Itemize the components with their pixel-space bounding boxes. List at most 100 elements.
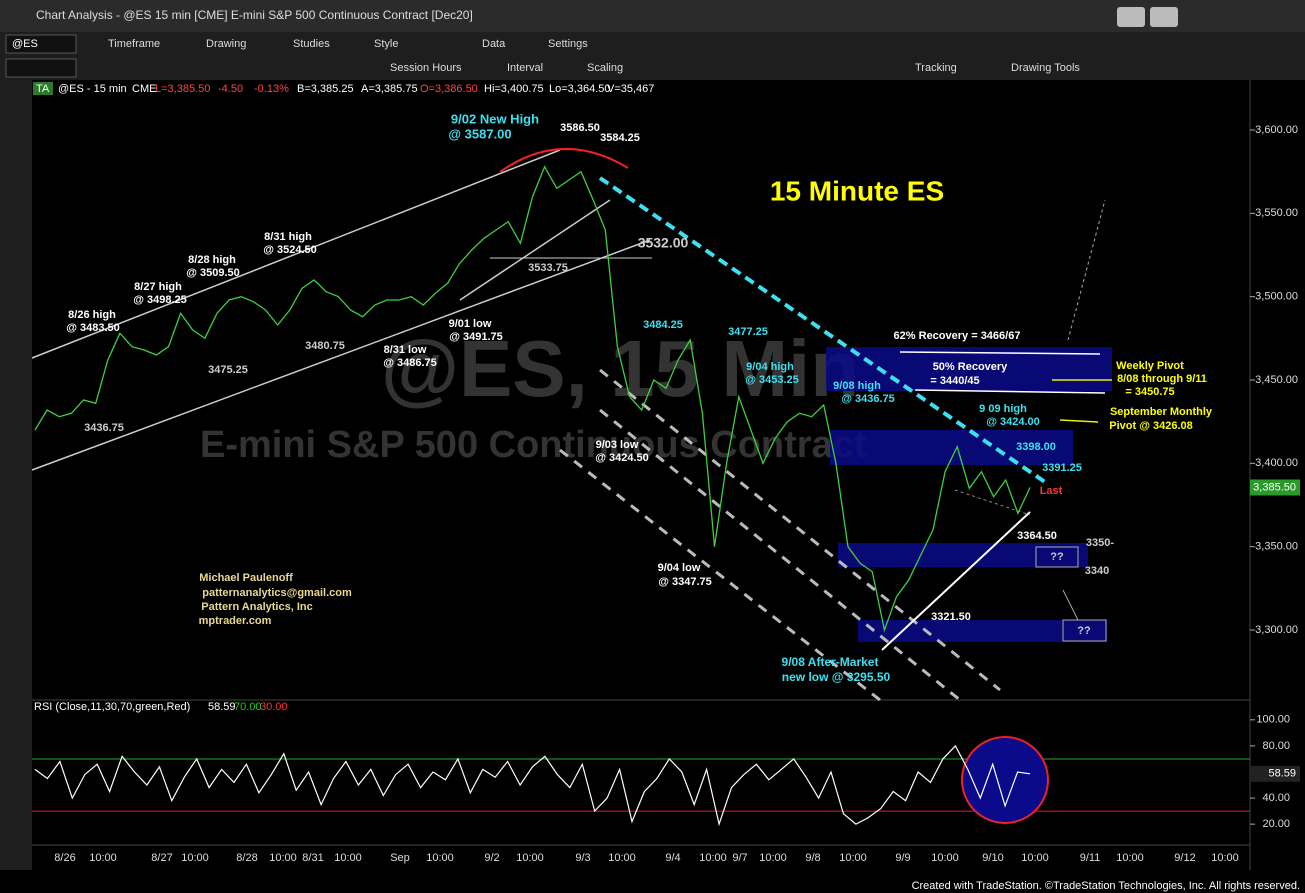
y-tick-label: 3,450.00 xyxy=(1255,374,1298,386)
menu-item[interactable]: Drawing xyxy=(206,38,246,50)
x-tick-label: 9/11 xyxy=(1080,852,1101,864)
status-field: B=3,385.25 xyxy=(297,83,354,95)
menu-item[interactable]: Data xyxy=(482,38,506,50)
annotation: @ 3486.75 xyxy=(383,357,437,369)
annotation: September Monthly xyxy=(1110,406,1213,418)
input-box[interactable] xyxy=(5,58,77,78)
x-tick-label: 9/7 xyxy=(732,852,747,864)
watermark: @ES, 15 Min xyxy=(381,324,859,413)
x-tick-label: 10:00 xyxy=(89,852,117,864)
x-tick-label: 8/26 xyxy=(54,852,75,864)
drawing xyxy=(899,351,1101,355)
y-tick-label: 20.00 xyxy=(1262,818,1290,830)
drawing xyxy=(914,389,1106,394)
drawing xyxy=(459,199,611,301)
tool-strip xyxy=(0,80,32,870)
rsi-header-value: 58.59 xyxy=(208,701,236,713)
watermark: E-mini S&P 500 Continuous Contract xyxy=(200,424,867,466)
annotation: 3586.50 xyxy=(560,122,600,134)
menu-item[interactable]: Session Hours xyxy=(390,62,462,74)
last-price-label: 3,385.50 xyxy=(1253,481,1296,493)
x-tick-label: 10:00 xyxy=(1116,852,1144,864)
x-tick-label: 10:00 xyxy=(759,852,787,864)
menu-item[interactable]: Tracking xyxy=(915,62,957,74)
y-tick-label: 100.00 xyxy=(1256,714,1290,726)
button[interactable] xyxy=(1150,7,1178,27)
annotation: mptrader.com xyxy=(199,615,272,627)
menu-item[interactable]: Scaling xyxy=(587,62,623,74)
menu-item[interactable]: Drawing Tools xyxy=(1011,62,1080,74)
annotation: 62% Recovery = 3466/67 xyxy=(894,330,1021,342)
x-tick-label: 10:00 xyxy=(334,852,362,864)
drawing xyxy=(881,511,1031,651)
x-tick-label: 9/2 xyxy=(484,852,499,864)
annotation: 3475.25 xyxy=(208,364,248,376)
menu-item[interactable]: Style xyxy=(374,38,398,50)
y-tick-label: 40.00 xyxy=(1262,792,1290,804)
y-tick-label: 3,400.00 xyxy=(1255,457,1298,469)
button[interactable] xyxy=(1117,7,1145,27)
rsi-line xyxy=(34,744,1031,827)
x-tick-label: 10:00 xyxy=(1021,852,1049,864)
symbol-box[interactable] xyxy=(5,34,77,54)
annotation: 8/28 high xyxy=(188,254,236,266)
drawing xyxy=(31,239,651,471)
annotation: @ 3424.00 xyxy=(986,416,1040,428)
annotation: @ 3587.00 xyxy=(448,126,511,141)
drawing xyxy=(1062,589,1079,621)
menu-item[interactable]: Studies xyxy=(293,38,330,50)
y-tick-label: 3,300.00 xyxy=(1255,624,1298,636)
x-tick-label: 9/8 xyxy=(805,852,820,864)
annotation: @ 3453.25 xyxy=(745,374,799,386)
menu-item[interactable]: Settings xyxy=(548,38,588,50)
annotation: new low @ 3295.50 xyxy=(782,670,891,684)
zone-box xyxy=(858,620,1107,642)
status-field: V=35,467 xyxy=(607,83,654,95)
annotation: ?? xyxy=(1050,551,1064,563)
drawing xyxy=(598,176,1047,484)
status-field: Hi=3,400.75 xyxy=(484,83,544,95)
annotation: 3533.75 xyxy=(528,262,568,274)
menu-item[interactable]: Timeframe xyxy=(108,38,160,50)
x-tick-label: 10:00 xyxy=(839,852,867,864)
annotation: 3584.25 xyxy=(600,132,640,144)
annotation: 3398.00 xyxy=(1016,441,1056,453)
annotation: Weekly Pivot xyxy=(1116,360,1184,372)
symbol-input[interactable]: @ES xyxy=(12,38,38,50)
tag xyxy=(33,82,53,95)
last-rsi-box xyxy=(1250,765,1300,782)
annotation: @ 3424.50 xyxy=(595,452,649,464)
chart-title: 15 Minute ES xyxy=(770,175,944,206)
annotation: patternanalytics@gmail.com xyxy=(202,587,352,599)
x-tick-label: 10:00 xyxy=(931,852,959,864)
annotation: 9/08 After-Market xyxy=(782,655,879,669)
status-field: -4.50 xyxy=(218,83,243,95)
annotation: Last xyxy=(1040,485,1063,497)
window-title: Chart Analysis - @ES 15 min [CME] E-mini… xyxy=(36,8,473,22)
y-tick-label: 3,550.00 xyxy=(1255,207,1298,219)
x-tick-label: 8/28 xyxy=(236,852,257,864)
annotation: @ 3498.25 xyxy=(133,294,187,306)
last-rsi-label: 58.59 xyxy=(1268,768,1296,780)
x-tick-label: 10:00 xyxy=(699,852,727,864)
annotation: 9/02 New High xyxy=(451,111,539,126)
x-tick-label: 10:00 xyxy=(181,852,209,864)
last-price-box xyxy=(1250,479,1300,496)
annotation: @ 3436.75 xyxy=(841,393,895,405)
annotation: 8/26 high xyxy=(68,309,116,321)
annotation: 8/31 low xyxy=(384,344,427,356)
annotation: 3436.75 xyxy=(84,422,124,434)
status-field: -0.13% xyxy=(254,83,289,95)
status-field: L=3,385.50 xyxy=(155,83,210,95)
price-axis xyxy=(1250,80,1305,870)
annotation: 3364.50 xyxy=(1017,530,1057,542)
price-line xyxy=(34,165,1031,633)
status-symbol: @ES - 15 min xyxy=(58,83,127,95)
menu-item[interactable]: Interval xyxy=(507,62,543,74)
annotation: 3484.25 xyxy=(643,319,683,331)
annotation: 3340 xyxy=(1085,565,1109,577)
status-exchange: CME xyxy=(132,83,156,95)
drawing xyxy=(954,489,1031,516)
y-tick-label: 3,500.00 xyxy=(1255,291,1298,303)
